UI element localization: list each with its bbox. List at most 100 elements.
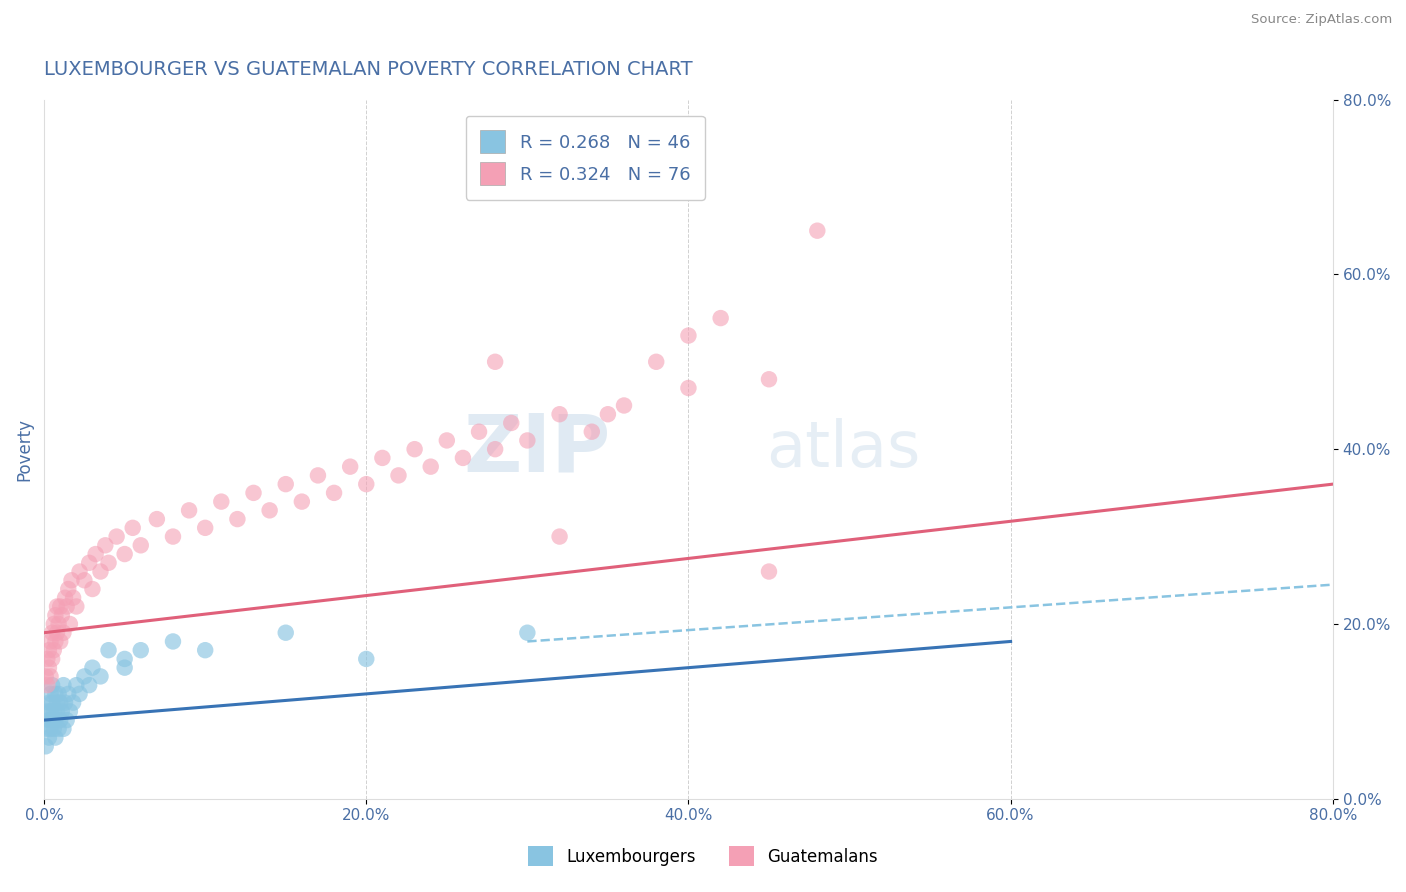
Point (35, 669, 58, 683)
Point (52, 678, 75, 692)
Point (129, 643, 152, 657)
Point (105, 530, 128, 544)
Point (274, 625, 297, 640)
Point (259, 503, 281, 517)
Point (82, 582, 104, 596)
Point (323, 486, 346, 500)
Point (44, 634, 66, 648)
Point (37, 722, 59, 736)
Point (38, 731, 60, 745)
Point (65, 678, 87, 692)
Point (89, 565, 111, 579)
Point (44, 731, 66, 745)
Point (38, 661, 60, 675)
Point (146, 512, 169, 526)
Point (209, 494, 232, 508)
Text: LUXEMBOURGER VS GUATEMALAN POVERTY CORRELATION CHART: LUXEMBOURGER VS GUATEMALAN POVERTY CORRE… (44, 60, 693, 78)
Point (77, 678, 100, 692)
Point (38, 643, 60, 657)
Point (39, 704, 62, 718)
Point (162, 530, 184, 544)
Legend: R = 0.268   N = 46, R = 0.324   N = 76: R = 0.268 N = 46, R = 0.324 N = 76 (465, 116, 704, 200)
Point (436, 434, 458, 448)
Point (97, 643, 120, 657)
Point (39, 687, 62, 701)
Point (291, 494, 314, 508)
Point (242, 486, 264, 500)
Point (49, 599, 72, 614)
Point (339, 459, 361, 474)
Point (42, 617, 65, 632)
Point (678, 328, 700, 343)
Point (46, 704, 69, 718)
Point (39, 669, 62, 683)
Point (94, 538, 117, 552)
Point (307, 468, 329, 483)
Point (58, 687, 80, 701)
Point (58, 582, 80, 596)
Text: Source: ZipAtlas.com: Source: ZipAtlas.com (1251, 13, 1392, 27)
Point (177, 503, 200, 517)
Point (37, 704, 59, 718)
Point (371, 450, 394, 465)
Point (49, 713, 72, 727)
Point (97, 556, 120, 570)
Point (49, 634, 72, 648)
Legend: Luxembourgers, Guatemalans: Luxembourgers, Guatemalans (520, 838, 886, 875)
Point (65, 599, 87, 614)
Point (758, 565, 780, 579)
Point (55, 713, 77, 727)
Point (548, 407, 571, 421)
Point (419, 459, 441, 474)
Point (516, 434, 538, 448)
Point (35, 739, 58, 754)
Point (806, 224, 828, 238)
Point (501, 416, 523, 430)
Point (548, 530, 571, 544)
Point (73, 574, 96, 588)
Point (356, 652, 378, 666)
Point (404, 442, 426, 457)
Point (451, 450, 474, 465)
Point (758, 372, 780, 386)
Point (41, 713, 63, 727)
Point (484, 355, 506, 369)
Point (62, 591, 84, 605)
Point (114, 652, 136, 666)
Point (84, 547, 107, 561)
Point (59, 617, 82, 632)
Point (48, 687, 70, 701)
Point (42, 722, 65, 736)
Point (162, 634, 184, 648)
Point (39, 634, 62, 648)
Point (37, 678, 59, 692)
Point (73, 669, 96, 683)
Point (53, 696, 76, 710)
Point (114, 661, 136, 675)
Point (69, 565, 91, 579)
Point (55, 599, 77, 614)
Point (42, 704, 65, 718)
Point (129, 538, 152, 552)
Point (596, 407, 619, 421)
Point (516, 625, 538, 640)
Point (387, 468, 409, 483)
Point (468, 425, 491, 439)
Point (44, 687, 66, 701)
Point (356, 477, 378, 491)
Point (274, 477, 297, 491)
Point (89, 669, 111, 683)
Point (38, 696, 60, 710)
Point (41, 625, 63, 640)
Point (51, 704, 73, 718)
Point (226, 512, 249, 526)
Point (38, 713, 60, 727)
Point (44, 713, 66, 727)
Point (53, 591, 76, 605)
Point (581, 425, 603, 439)
Point (41, 652, 63, 666)
Point (62, 696, 84, 710)
Point (42, 643, 65, 657)
Point (60, 574, 83, 588)
Point (48, 617, 70, 632)
